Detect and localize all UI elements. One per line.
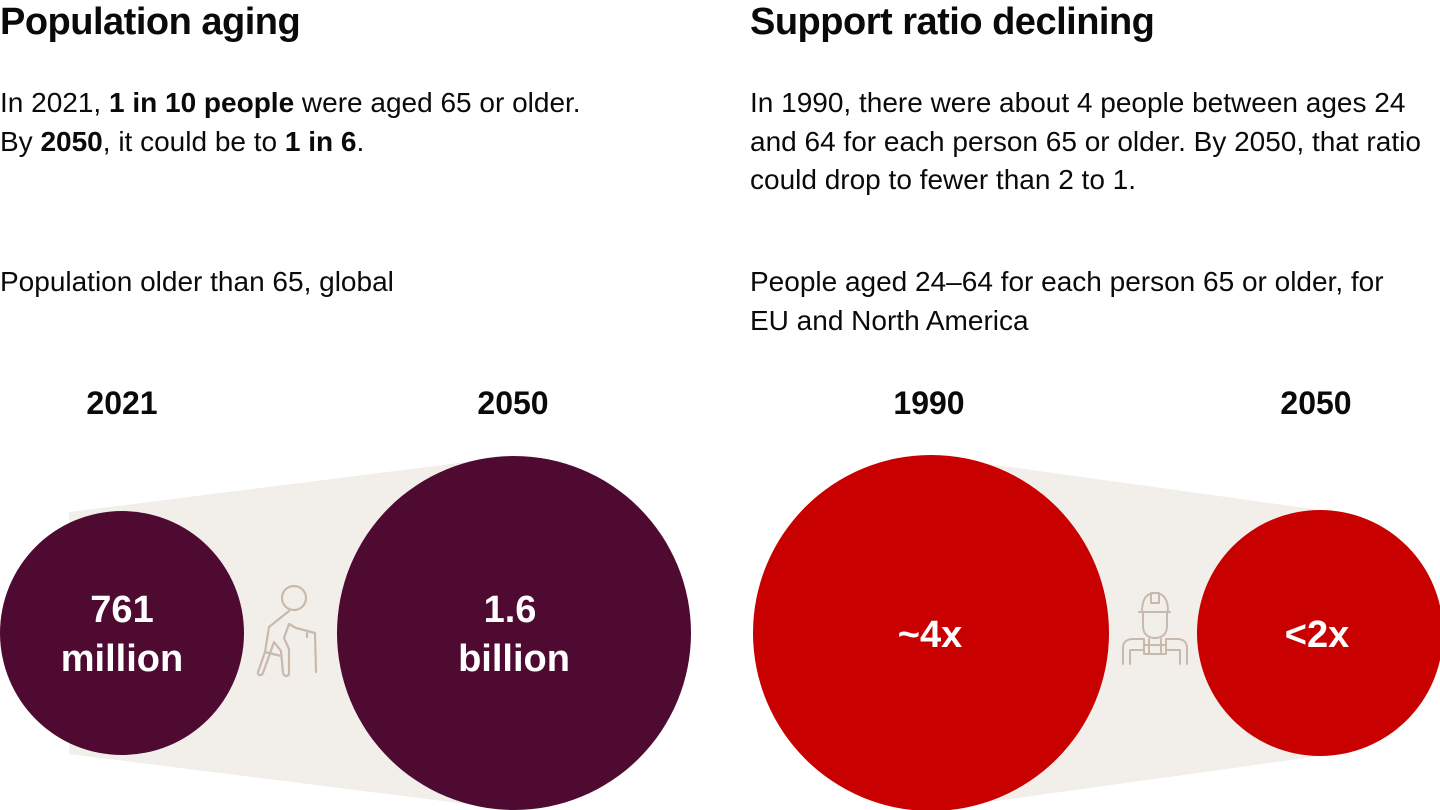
bubble-label-2021-value: 761 bbox=[90, 589, 153, 631]
bubble-label-2021-unit: million bbox=[61, 638, 183, 680]
bubble-2021-population bbox=[0, 511, 244, 755]
desc-text: , it could be to bbox=[102, 125, 285, 157]
desc-text: . bbox=[356, 125, 365, 157]
desc-text: were aged 65 or older. bbox=[294, 87, 581, 118]
bubble-2050-population bbox=[337, 456, 691, 810]
panel-title-population-aging: Population aging bbox=[0, 1, 301, 43]
construction-worker-icon bbox=[1122, 592, 1188, 665]
bubble-label-1990-ratio: ~4x bbox=[898, 614, 962, 656]
elderly-person-with-cane-icon bbox=[256, 584, 318, 678]
year-label-2050-support: 2050 bbox=[1280, 385, 1352, 421]
bubble-1990-support-ratio bbox=[753, 455, 1109, 810]
desc-highlight-year-2050: 2050 bbox=[40, 125, 103, 157]
desc-text: In 2021, bbox=[0, 87, 109, 118]
bubble-label-2050-unit: billion bbox=[458, 638, 570, 680]
population-aging-description: In 2021, 1 in 10 people were aged 65 or … bbox=[0, 84, 581, 161]
year-label-2050-population: 2050 bbox=[477, 385, 549, 421]
bubble-label-2050-value: 1.6 bbox=[484, 589, 537, 631]
desc-highlight-ratio-2021: 1 in 10 people bbox=[108, 87, 295, 118]
bubble-2050-support-ratio bbox=[1197, 510, 1440, 756]
desc-text: By bbox=[0, 125, 41, 157]
population-aging-subtitle: Population older than 65, global bbox=[0, 266, 394, 297]
support-ratio-subtitle: People aged 24–64 for each person 65 or … bbox=[750, 266, 1384, 336]
population-aging-panel: Population aging In 2021, 1 in 10 people… bbox=[0, 1, 581, 421]
year-label-1990: 1990 bbox=[893, 385, 965, 421]
bubble-label-2050-ratio: <2x bbox=[1285, 614, 1349, 656]
desc-highlight-ratio-2050: 1 in 6 bbox=[284, 125, 357, 157]
panel-title-support-ratio: Support ratio declining bbox=[750, 1, 1155, 43]
support-ratio-panel: Support ratio declining In 1990, there w… bbox=[750, 0, 1440, 810]
year-label-2021: 2021 bbox=[86, 385, 158, 421]
support-ratio-description: In 1990, there were about 4 people betwe… bbox=[750, 87, 1421, 195]
